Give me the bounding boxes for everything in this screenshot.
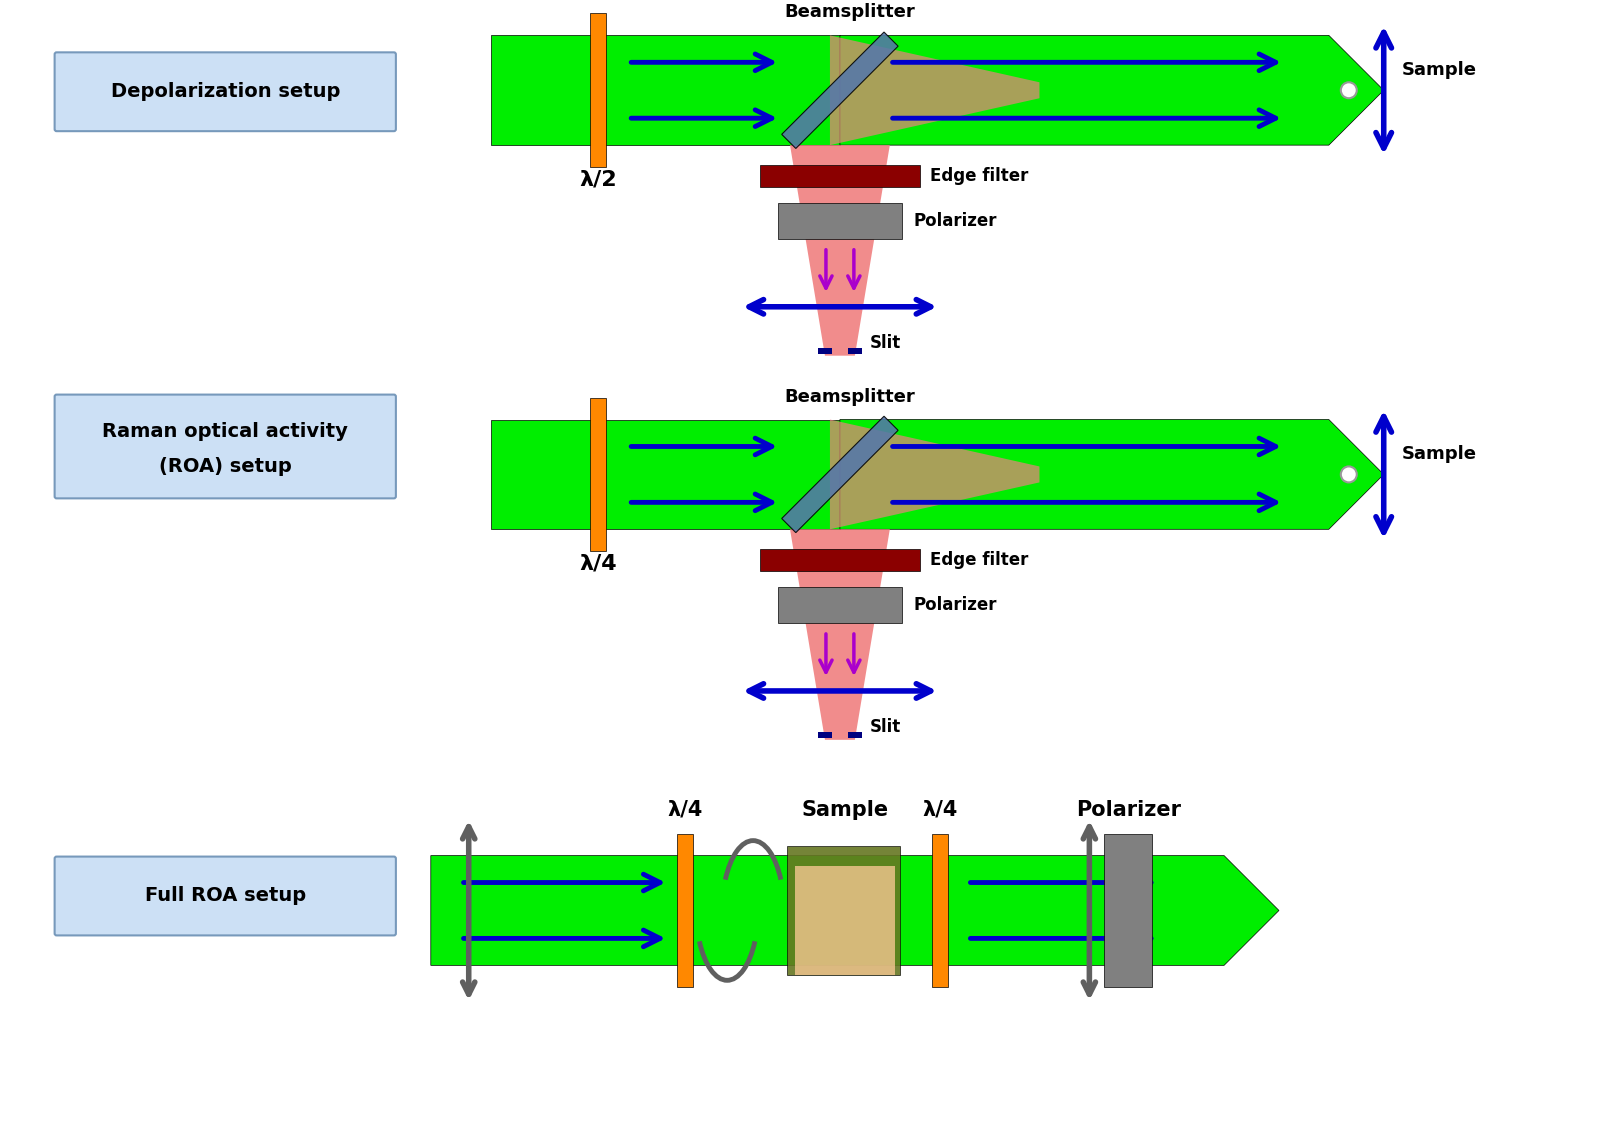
Polygon shape [830, 35, 1039, 145]
Bar [779, 202, 902, 238]
Bar [787, 846, 900, 975]
Text: Edge filter: Edge filter [929, 168, 1028, 186]
Bar [1105, 834, 1153, 988]
Bar [795, 865, 895, 975]
Text: Beamsplitter: Beamsplitter [785, 388, 915, 406]
Bar [760, 165, 919, 187]
Text: Raman optical activity: Raman optical activity [102, 422, 349, 441]
Bar [590, 397, 606, 551]
Bar [819, 348, 831, 353]
Text: Polarizer: Polarizer [913, 212, 998, 230]
Text: λ/4: λ/4 [923, 800, 958, 820]
FancyBboxPatch shape [54, 395, 397, 498]
Text: Sample: Sample [1402, 446, 1477, 463]
Bar [932, 834, 948, 988]
Polygon shape [790, 145, 889, 356]
Bar [779, 587, 902, 623]
Text: λ/2: λ/2 [579, 169, 617, 189]
Polygon shape [830, 420, 1039, 529]
Polygon shape [782, 32, 899, 148]
Bar [819, 732, 831, 738]
Text: Slit: Slit [870, 718, 902, 736]
Text: Beamsplitter: Beamsplitter [785, 3, 915, 21]
Text: Depolarization setup: Depolarization setup [110, 82, 341, 101]
Polygon shape [491, 35, 839, 145]
Polygon shape [491, 420, 839, 529]
Circle shape [1342, 82, 1358, 98]
Text: Sample: Sample [801, 800, 889, 820]
Bar [678, 834, 694, 988]
Polygon shape [430, 856, 1279, 965]
Text: Edge filter: Edge filter [929, 551, 1028, 569]
Text: (ROA) setup: (ROA) setup [158, 457, 291, 476]
Bar [847, 348, 862, 353]
Text: Full ROA setup: Full ROA setup [144, 886, 305, 906]
Polygon shape [782, 416, 899, 532]
Circle shape [1342, 467, 1358, 483]
Text: Polarizer: Polarizer [1076, 800, 1180, 820]
Bar [760, 549, 919, 572]
Text: Slit: Slit [870, 334, 902, 352]
FancyBboxPatch shape [54, 53, 397, 132]
Text: Sample: Sample [1402, 61, 1477, 79]
Polygon shape [839, 420, 1383, 529]
Polygon shape [839, 35, 1383, 145]
Bar [590, 14, 606, 168]
Bar [847, 732, 862, 738]
Text: Polarizer: Polarizer [913, 596, 998, 614]
Polygon shape [790, 529, 889, 740]
Text: λ/4: λ/4 [667, 800, 704, 820]
Text: λ/4: λ/4 [579, 554, 617, 574]
FancyBboxPatch shape [54, 856, 397, 935]
